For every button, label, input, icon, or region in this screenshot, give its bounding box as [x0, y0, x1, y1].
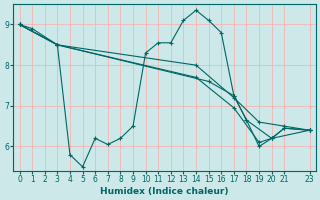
X-axis label: Humidex (Indice chaleur): Humidex (Indice chaleur) — [100, 187, 229, 196]
